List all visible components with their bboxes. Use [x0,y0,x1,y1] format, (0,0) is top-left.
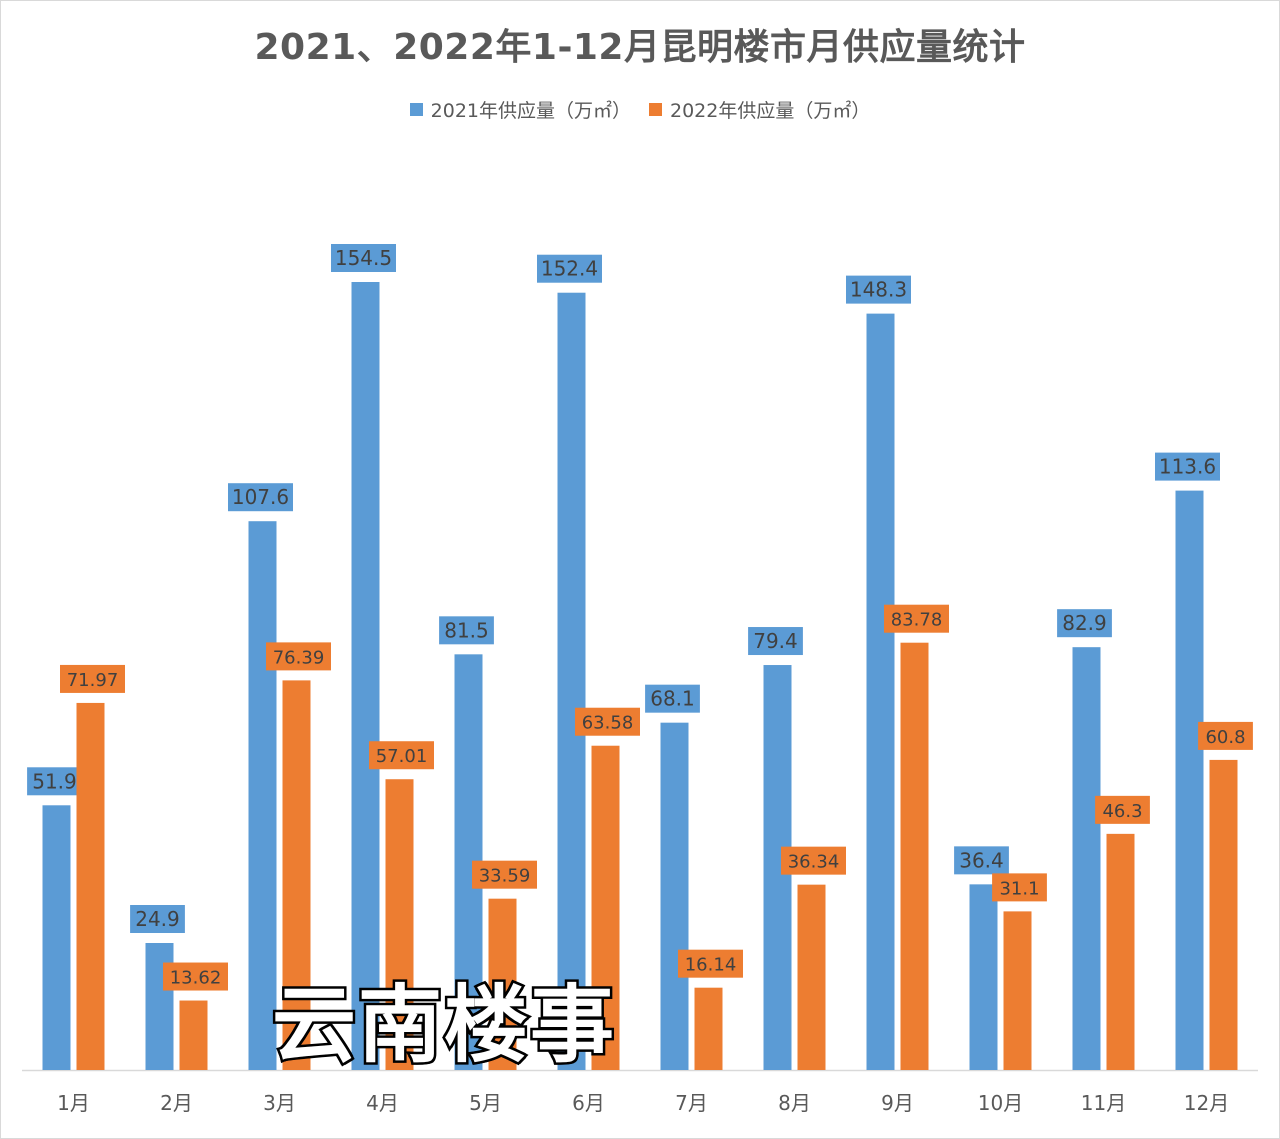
bar-2021-3 [248,521,277,1070]
bar-2022-10 [1003,911,1032,1070]
x-tick-label-5: 5月 [469,1091,502,1115]
data-label-box-2021-1 [27,767,82,796]
bar-2022-11 [1106,833,1135,1070]
data-label-box-2022-12 [1198,721,1253,750]
legend-swatch-2021 [409,103,423,116]
legend-label-2022: 2022年供应量（万㎡） [670,100,871,122]
legend-item-2021: 2021年供应量（万㎡） [409,96,631,123]
bar-2021-12 [1175,490,1204,1070]
legend-swatch-2022 [649,103,662,116]
data-label-2021-1: 51.9 [32,769,77,793]
bar-2022-2 [179,1000,208,1070]
bar-2022-6 [591,745,620,1070]
chart-title: 2021、2022年1-12月昆明楼市月供应量统计 [254,27,1026,68]
x-tick-label-2: 2月 [160,1091,193,1115]
x-tick-label-4: 4月 [366,1091,399,1115]
bar-2021-10 [969,884,998,1070]
data-label-box-2021-8 [748,627,803,656]
data-label-2021-6: 152.4 [541,257,598,281]
data-label-box-2021-3 [228,483,293,512]
data-label-2021-11: 82.9 [1062,611,1107,635]
data-label-2022-9: 83.78 [891,610,943,631]
data-label-2021-8: 79.4 [753,629,798,653]
x-tick-label-12: 12月 [1184,1091,1229,1115]
bar-2022-9 [900,642,929,1070]
data-label-2022-4: 57.01 [376,746,428,767]
data-label-box-2021-2 [130,905,185,934]
data-label-box-2021-7 [645,684,700,713]
data-label-box-2022-4 [369,741,434,770]
data-label-2021-10: 36.4 [959,848,1004,872]
data-label-2022-6: 63.58 [582,713,634,734]
data-label-2022-1: 71.97 [67,670,119,691]
data-label-box-2022-3 [266,642,331,671]
data-label-box-2022-9 [884,604,949,633]
data-label-2022-10: 31.1 [999,878,1039,899]
data-label-box-2022-2 [163,962,228,991]
x-tick-label-6: 6月 [572,1091,605,1115]
data-label-2022-12: 60.8 [1205,727,1245,748]
x-tick-label-7: 7月 [675,1091,708,1115]
data-label-box-2021-5 [439,616,494,645]
bar-2022-5 [488,898,517,1070]
data-label-box-2021-6 [537,254,602,283]
data-label-2021-5: 81.5 [444,618,489,642]
x-tick-label-11: 11月 [1081,1091,1126,1115]
legend-item-2022: 2022年供应量（万㎡） [649,96,870,123]
data-label-box-2022-10 [992,873,1047,902]
bar-2021-4 [351,282,380,1070]
data-label-box-2022-11 [1095,795,1150,824]
legend-label-2021: 2021年供应量（万㎡） [430,100,631,122]
bar-2021-9 [866,313,895,1070]
bar-2022-12 [1209,759,1238,1070]
data-label-2021-2: 24.9 [135,907,180,931]
bar-2021-7 [660,722,689,1070]
data-label-box-2021-4 [331,244,396,272]
data-label-box-2021-11 [1057,609,1112,638]
data-label-2022-5: 33.59 [479,866,531,887]
data-label-2021-3: 107.6 [232,485,289,509]
bar-2021-11 [1072,647,1101,1070]
data-label-2022-3: 76.39 [273,647,325,668]
watermark-text: 云南楼事 [269,974,617,1077]
x-tick-label-10: 10月 [978,1091,1023,1115]
data-label-2021-9: 148.3 [850,278,907,302]
x-tick-label-1: 1月 [57,1091,90,1115]
data-label-2021-4: 154.5 [335,246,392,270]
bar-2021-6 [557,292,586,1070]
bar-2022-8 [797,884,826,1070]
data-label-box-2021-10 [954,846,1009,875]
bar-2022-4 [385,779,414,1070]
data-label-2022-8: 36.34 [788,852,840,873]
data-label-box-2021-9 [846,275,911,304]
bar-2022-7 [694,987,723,1070]
data-label-2021-12: 113.6 [1159,455,1216,479]
data-label-2022-7: 16.14 [685,955,737,976]
bar-2021-2 [145,943,174,1070]
data-label-2022-2: 13.62 [170,968,222,989]
x-tick-label-9: 9月 [881,1091,914,1115]
x-tick-label-3: 3月 [263,1091,296,1115]
x-tick-label-8: 8月 [778,1091,811,1115]
data-label-box-2022-8 [781,846,846,875]
data-label-2021-7: 68.1 [650,687,695,711]
data-label-box-2022-5 [472,860,537,889]
chart-legend: 2021年供应量（万㎡） 2022年供应量（万㎡） [0,96,1280,123]
data-label-box-2022-7 [678,949,743,978]
bar-2021-1 [42,805,71,1070]
data-label-box-2021-12 [1155,452,1220,481]
bar-2022-1 [76,702,105,1070]
data-label-box-2022-6 [575,707,640,736]
bar-2022-3 [282,680,311,1070]
data-label-box-2022-1 [60,664,125,693]
data-label-2022-11: 46.3 [1102,801,1142,822]
